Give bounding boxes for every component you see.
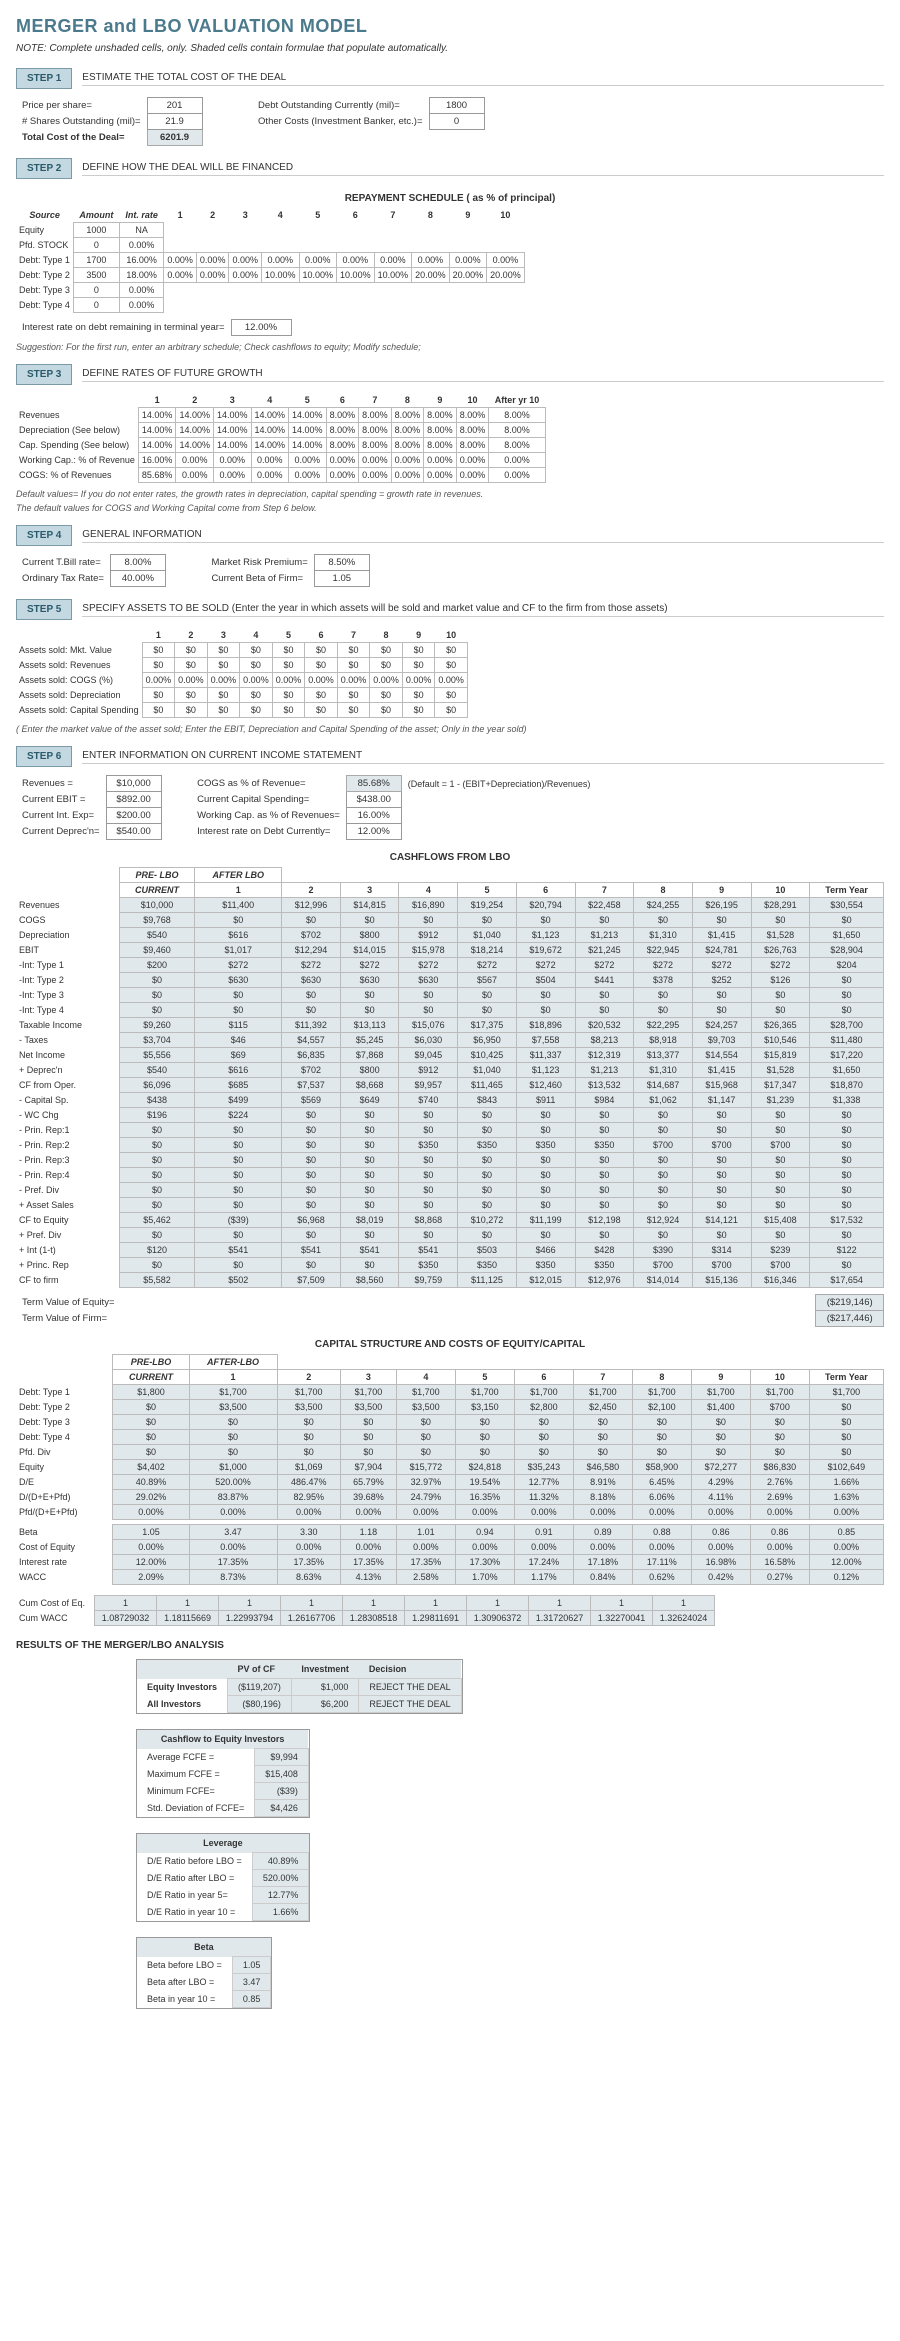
step1-title: ESTIMATE THE TOTAL COST OF THE DEAL bbox=[82, 72, 884, 86]
step2-table: SourceAmountInt. rate12345678910Equity10… bbox=[16, 208, 525, 313]
term-rate[interactable]: 12.00% bbox=[231, 320, 291, 336]
debt-value[interactable]: 1800 bbox=[429, 98, 484, 114]
step2-suggest: Suggestion: For the first run, enter an … bbox=[16, 342, 884, 352]
page-title: MERGER and LBO VALUATION MODEL bbox=[16, 16, 884, 37]
mrp-value[interactable]: 8.50% bbox=[314, 555, 369, 571]
beta-label: Current Beta of Firm= bbox=[205, 571, 314, 587]
beta-table: BetaBeta before LBO =1.05Beta after LBO … bbox=[136, 1937, 272, 2009]
step3-note2: The default values for COGS and Working … bbox=[16, 503, 884, 513]
step3-note1: Default values= If you do not enter rate… bbox=[16, 489, 884, 499]
step4-label: STEP 4 bbox=[16, 525, 72, 546]
other-label: Other Costs (Investment Banker, etc.)= bbox=[252, 114, 429, 130]
debt-label: Debt Outstanding Currently (mil)= bbox=[252, 98, 429, 114]
cashflow-table: PRE- LBOAFTER LBOCURRENT12345678910Term … bbox=[16, 867, 884, 1288]
step6-inputs: Revenues =$10,000COGS as % of Revenue=85… bbox=[16, 775, 596, 840]
step5-note: ( Enter the market value of the asset so… bbox=[16, 724, 884, 734]
step3-title: DEFINE RATES OF FUTURE GROWTH bbox=[82, 368, 884, 382]
tv-firm-label: Term Value of Firm= bbox=[16, 1311, 136, 1327]
tv-firm: ($217,446) bbox=[816, 1311, 884, 1327]
capstruct-hdr: CAPITAL STRUCTURE AND COSTS OF EQUITY/CA… bbox=[16, 1333, 884, 1354]
leverage-table: LeverageD/E Ratio before LBO =40.89%D/E … bbox=[136, 1833, 310, 1922]
step3-label: STEP 3 bbox=[16, 364, 72, 385]
step1-label: STEP 1 bbox=[16, 68, 72, 89]
step4-title: GENERAL INFORMATION bbox=[82, 529, 884, 543]
step3-table: 12345678910After yr 10Revenues14.00%14.0… bbox=[16, 393, 546, 483]
cf-hdr: CASHFLOWS FROM LBO bbox=[16, 846, 884, 867]
step6-title: ENTER INFORMATION ON CURRENT INCOME STAT… bbox=[82, 750, 884, 764]
pps-label: Price per share= bbox=[16, 98, 147, 114]
cfei-table: Cashflow to Equity InvestorsAverage FCFE… bbox=[136, 1729, 310, 1818]
pps-value[interactable]: 201 bbox=[147, 98, 202, 114]
total-value: 6201.9 bbox=[147, 130, 202, 146]
repay-hdr: REPAYMENT SCHEDULE ( as % of principal) bbox=[16, 187, 884, 208]
capstruct-table: PRE-LBOAFTER-LBOCURRENT12345678910Term Y… bbox=[16, 1354, 884, 1585]
step2-title: DEFINE HOW THE DEAL WILL BE FINANCED bbox=[82, 162, 884, 176]
shares-value[interactable]: 21.9 bbox=[147, 114, 202, 130]
tv-eq: ($219,146) bbox=[816, 1295, 884, 1311]
tax-label: Ordinary Tax Rate= bbox=[16, 571, 110, 587]
shares-label: # Shares Outstanding (mil)= bbox=[16, 114, 147, 130]
note: NOTE: Complete unshaded cells, only. Sha… bbox=[16, 43, 884, 54]
step2-label: STEP 2 bbox=[16, 158, 72, 179]
tax-value[interactable]: 40.00% bbox=[110, 571, 165, 587]
mrp-label: Market Risk Premium= bbox=[205, 555, 314, 571]
step5-table: 12345678910Assets sold: Mkt. Value$0$0$0… bbox=[16, 628, 468, 718]
step5-label: STEP 5 bbox=[16, 599, 72, 620]
tv-eq-label: Term Value of Equity= bbox=[16, 1295, 136, 1311]
decision-table: PV of CFInvestmentDecisionEquity Investo… bbox=[136, 1659, 463, 1714]
tbill-value[interactable]: 8.00% bbox=[110, 555, 165, 571]
tbill-label: Current T.Bill rate= bbox=[16, 555, 110, 571]
term-rate-label: Interest rate on debt remaining in termi… bbox=[16, 320, 231, 336]
beta-value[interactable]: 1.05 bbox=[314, 571, 369, 587]
total-label: Total Cost of the Deal= bbox=[16, 130, 147, 146]
other-value[interactable]: 0 bbox=[429, 114, 484, 130]
step6-label: STEP 6 bbox=[16, 746, 72, 767]
step5-title: SPECIFY ASSETS TO BE SOLD (Enter the yea… bbox=[82, 603, 884, 617]
results-hdr: RESULTS OF THE MERGER/LBO ANALYSIS bbox=[16, 1640, 884, 1651]
cumulative-table: Cum Cost of Eq.1111111111Cum WACC1.08729… bbox=[16, 1595, 715, 1626]
